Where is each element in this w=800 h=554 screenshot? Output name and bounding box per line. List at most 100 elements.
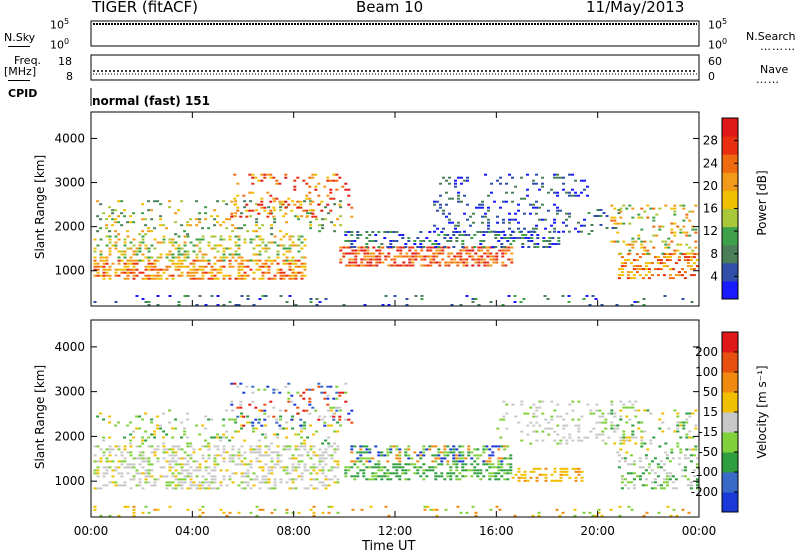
scatter-cell [335, 188, 339, 191]
scatter-cell [296, 412, 300, 415]
scatter-cell [132, 463, 136, 466]
scatter-cell [288, 265, 292, 268]
scatter-cell [180, 472, 184, 475]
scatter-cell [444, 261, 448, 264]
scatter-cell [350, 234, 354, 236]
scatter-cell [483, 264, 487, 267]
scatter-cell [444, 264, 448, 267]
scatter-cell [198, 247, 202, 250]
scatter-cell [111, 209, 115, 212]
scatter-cell [255, 427, 259, 430]
scatter-cell [255, 268, 259, 271]
scatter-cell [207, 484, 211, 487]
scatter-cell [315, 472, 319, 475]
scatter-cell [398, 234, 402, 236]
scatter-cell [255, 218, 259, 221]
scatter-cell [330, 469, 334, 472]
scatter-cell [387, 514, 391, 517]
scatter-cell [673, 222, 677, 225]
scatter-cell [279, 415, 283, 418]
scatter-cell [245, 385, 249, 388]
scatter-cell [553, 173, 556, 176]
scatter-cell [330, 466, 334, 469]
scatter-cell [240, 227, 244, 230]
scatter-cell [686, 484, 690, 487]
scatter-cell [365, 237, 369, 239]
scatter-cell [404, 448, 408, 451]
scatter-cell [129, 451, 133, 454]
scatter-cell [174, 262, 178, 265]
scatter-cell [330, 457, 334, 460]
scatter-cell [544, 227, 547, 230]
scatter-cell [559, 467, 563, 470]
scatter-cell [291, 454, 295, 457]
scatter-cell [553, 176, 556, 179]
scatter-cell [455, 469, 459, 472]
scatter-cell [422, 478, 426, 481]
scatter-cell [505, 403, 509, 406]
nsearch-tick-top: 105 [708, 17, 728, 32]
scatter-cell [327, 505, 331, 508]
scatter-cell [356, 472, 360, 475]
scatter-cell [320, 385, 324, 388]
scatter-cell [231, 256, 235, 259]
scatter-cell [233, 203, 237, 206]
scatter-cell [141, 442, 145, 445]
scatter-cell [659, 259, 663, 262]
scatter-cell [494, 478, 498, 481]
scatter-cell [623, 259, 627, 262]
scatter-cell [679, 448, 683, 451]
scatter-cell [643, 430, 647, 433]
scatter-cell [676, 424, 680, 427]
scatter-cell [365, 231, 369, 233]
scatter-cell [147, 209, 151, 212]
scatter-cell [117, 215, 121, 218]
scatter-cell [189, 466, 193, 469]
scatter-cell [270, 457, 274, 460]
scatter-cell [461, 445, 465, 448]
scatter-cell [273, 259, 277, 262]
scatter-cell [272, 176, 276, 179]
scatter-cell [668, 253, 672, 256]
scatter-cell [261, 454, 265, 457]
scatter-cell [273, 209, 277, 212]
scatter-cell [114, 445, 118, 448]
scatter-cell [336, 421, 340, 424]
scatter-cell [336, 481, 340, 484]
scatter-cell [213, 277, 217, 280]
scatter-cell [422, 448, 426, 451]
scatter-cell [644, 478, 648, 481]
scatter-cell [453, 261, 457, 264]
scatter-cell [249, 487, 253, 490]
scatter-cell [652, 219, 656, 222]
scatter-cell [493, 200, 496, 203]
scatter-cell [258, 409, 262, 412]
scatter-cell [590, 230, 594, 232]
scatter-cell [141, 451, 145, 454]
scatter-cell [114, 481, 118, 484]
scatter-cell [108, 436, 112, 439]
scatter-cell [550, 479, 554, 482]
scatter-cell [439, 203, 442, 206]
scatter-cell [535, 421, 539, 424]
scatter-cell [501, 255, 505, 258]
scatter-cell [662, 262, 666, 265]
scatter-cell [626, 274, 630, 277]
scatter-cell [282, 469, 286, 472]
scatter-cell [583, 179, 586, 182]
scatter-cell [632, 472, 636, 475]
scatter-cell [141, 466, 145, 469]
scatter-cell [442, 176, 445, 179]
scatter-cell [676, 442, 680, 445]
scatter-cell [360, 261, 364, 264]
scatter-cell [126, 274, 130, 277]
scatter-cell [551, 243, 555, 245]
scatter-cell [264, 295, 268, 297]
scatter-cell [248, 209, 252, 212]
scatter-cell [428, 466, 432, 469]
scatter-cell [93, 472, 97, 475]
scatter-cell [230, 403, 234, 406]
scatter-cell [174, 418, 178, 421]
scatter-cell [506, 240, 510, 242]
scatter-cell [147, 256, 151, 259]
